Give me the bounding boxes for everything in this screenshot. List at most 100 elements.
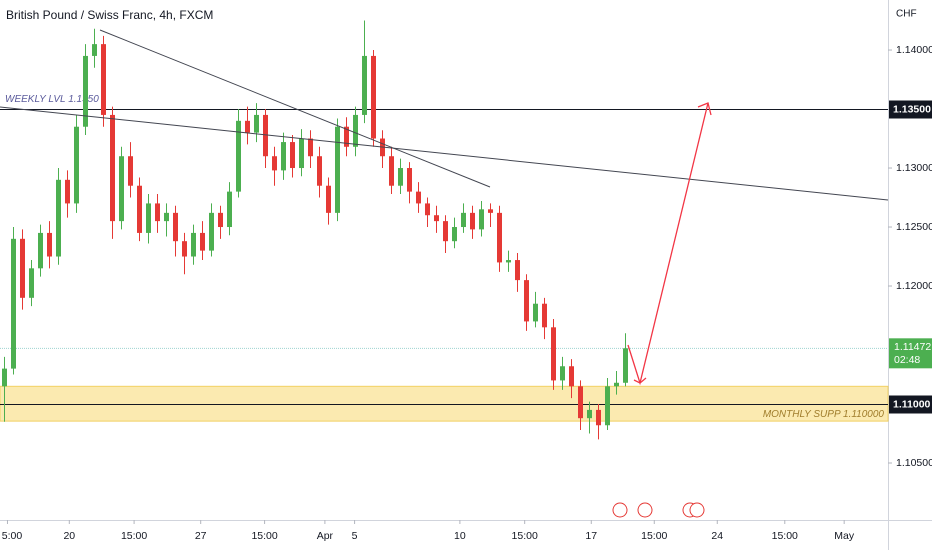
x-tick-label: 5 bbox=[352, 530, 358, 542]
level-name: WEEKLY LVL 1.1350 bbox=[5, 94, 99, 105]
candle-body bbox=[146, 203, 151, 233]
candle-body bbox=[326, 185, 331, 213]
candle-body bbox=[560, 366, 565, 381]
candle-body bbox=[470, 212, 475, 230]
candle-body bbox=[434, 215, 439, 222]
x-tick-label: 20 bbox=[63, 530, 75, 542]
countdown-label: 02:48 bbox=[894, 354, 920, 366]
candle-body bbox=[308, 138, 313, 157]
candle-body bbox=[236, 120, 241, 192]
candle-body bbox=[443, 221, 448, 242]
x-tick-label: 27 bbox=[195, 530, 207, 542]
candle-body bbox=[29, 268, 34, 298]
candle-body bbox=[506, 260, 511, 263]
x-tick-label: May bbox=[834, 530, 855, 542]
candle-body bbox=[119, 156, 124, 222]
candle-body bbox=[497, 212, 502, 263]
candle-body bbox=[299, 138, 304, 169]
y-tick-label: 1.13000 bbox=[896, 162, 932, 174]
y-tick-label: 1.12500 bbox=[896, 221, 932, 233]
candle-body bbox=[11, 238, 16, 369]
support-zone bbox=[0, 385, 889, 422]
arrow-head bbox=[697, 102, 712, 116]
candle-body bbox=[290, 142, 295, 169]
trend-line bbox=[0, 106, 889, 201]
candle-body bbox=[74, 126, 79, 204]
candle-body bbox=[335, 126, 340, 213]
candle-body bbox=[623, 348, 628, 383]
candle-body bbox=[128, 156, 133, 186]
candle-body bbox=[191, 232, 196, 257]
candle-body bbox=[92, 44, 97, 56]
candle-body bbox=[551, 327, 556, 381]
candle-body bbox=[416, 191, 421, 204]
candle-body bbox=[371, 55, 376, 139]
event-icons bbox=[612, 502, 705, 518]
candle-body bbox=[83, 55, 88, 127]
chart-title: British Pound / Swiss Franc, 4h, FXCM bbox=[6, 8, 213, 22]
candle-body bbox=[245, 120, 250, 133]
y-tick-label: 1.10500 bbox=[896, 457, 932, 469]
event-icon bbox=[612, 502, 628, 518]
candle-body bbox=[524, 280, 529, 322]
price-unit: CHF bbox=[896, 9, 917, 20]
x-tick-label: 10 bbox=[454, 530, 466, 542]
zone-layer: WEEKLY LVL 1.1350 MONTHLY SUPP 1.110000 bbox=[0, 94, 889, 422]
candle-body bbox=[272, 156, 277, 171]
level-tag bbox=[889, 395, 932, 414]
last-price-label: 1.11472 bbox=[894, 341, 931, 353]
candle-body bbox=[2, 368, 7, 387]
arrow-head bbox=[633, 377, 647, 384]
candle-body bbox=[173, 212, 178, 242]
last-price-tag bbox=[889, 338, 932, 369]
x-tick-label: 5:00 bbox=[2, 530, 23, 542]
level-tag bbox=[889, 100, 932, 119]
candle-body bbox=[614, 382, 619, 387]
level-tag-label: 1.11000 bbox=[893, 398, 931, 410]
x-tick-label: 15:00 bbox=[251, 530, 277, 542]
candle-layer bbox=[2, 20, 628, 440]
candle-body bbox=[344, 126, 349, 147]
candle-body bbox=[101, 44, 106, 115]
x-tick-label: 15:00 bbox=[641, 530, 667, 542]
x-tick-label: 24 bbox=[711, 530, 723, 542]
x-tick-label: 15:00 bbox=[772, 530, 798, 542]
candle-body bbox=[452, 227, 457, 242]
x-tick-label: 15:00 bbox=[121, 530, 147, 542]
candle-body bbox=[263, 114, 268, 157]
y-tick-label: 1.12000 bbox=[896, 280, 932, 292]
candle-body bbox=[47, 232, 52, 257]
projection-arrow bbox=[627, 102, 712, 386]
candle-body bbox=[479, 209, 484, 230]
candle-body bbox=[164, 212, 169, 222]
candle-body bbox=[209, 212, 214, 251]
candle-body bbox=[587, 409, 592, 419]
y-tick-label: 1.14000 bbox=[896, 44, 932, 56]
event-icon bbox=[637, 502, 653, 518]
candle-body bbox=[317, 156, 322, 186]
candle-body bbox=[200, 232, 205, 251]
candle-body bbox=[137, 185, 142, 233]
candle-body bbox=[425, 203, 430, 216]
candle-body bbox=[56, 179, 61, 257]
candle-body bbox=[38, 232, 43, 269]
event-icon bbox=[689, 502, 705, 518]
candle-body bbox=[605, 386, 610, 426]
candle-body bbox=[65, 179, 70, 204]
candle-body bbox=[218, 212, 223, 228]
level-tag-label: 1.13500 bbox=[893, 103, 931, 115]
trend-line bbox=[99, 29, 491, 188]
x-tick-label: Apr bbox=[317, 530, 334, 542]
candle-body bbox=[281, 142, 286, 171]
candle-body bbox=[398, 168, 403, 186]
candle-body bbox=[407, 168, 412, 192]
candle-body bbox=[110, 114, 115, 222]
x-tick-label: 17 bbox=[585, 530, 597, 542]
candle-body bbox=[353, 114, 358, 147]
candle-body bbox=[182, 241, 187, 257]
x-tick-label: 15:00 bbox=[512, 530, 538, 542]
candle-body bbox=[515, 260, 520, 281]
